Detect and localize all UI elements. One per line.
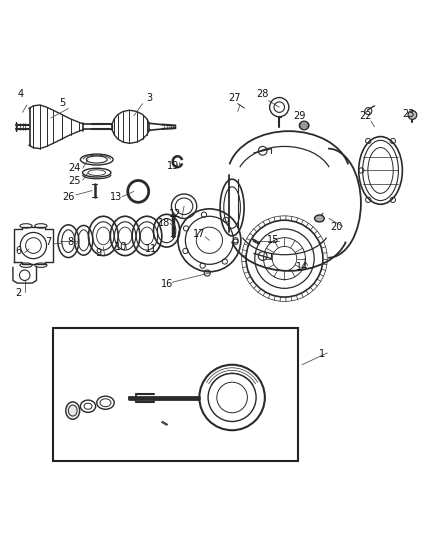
Text: 22: 22 bbox=[359, 111, 371, 121]
Text: 2: 2 bbox=[15, 288, 21, 298]
Text: 1: 1 bbox=[318, 349, 325, 359]
Ellipse shape bbox=[66, 402, 80, 419]
Text: 19: 19 bbox=[167, 161, 179, 171]
Bar bbox=[53, 328, 297, 461]
Text: 5: 5 bbox=[59, 98, 65, 108]
Text: 4: 4 bbox=[17, 89, 23, 99]
Text: 26: 26 bbox=[62, 192, 74, 201]
Text: 18: 18 bbox=[158, 218, 170, 228]
Text: 13: 13 bbox=[110, 192, 123, 201]
Ellipse shape bbox=[314, 215, 324, 222]
Text: 29: 29 bbox=[293, 111, 306, 121]
Text: 24: 24 bbox=[69, 163, 81, 173]
Text: 16: 16 bbox=[160, 279, 173, 289]
Text: 3: 3 bbox=[146, 93, 152, 103]
Text: 12: 12 bbox=[169, 209, 181, 219]
Text: 25: 25 bbox=[69, 176, 81, 187]
Text: 6: 6 bbox=[15, 246, 21, 256]
Circle shape bbox=[408, 111, 417, 119]
Text: 10: 10 bbox=[115, 242, 127, 252]
Text: 20: 20 bbox=[331, 222, 343, 232]
Ellipse shape bbox=[299, 122, 309, 130]
Text: 27: 27 bbox=[228, 93, 240, 103]
Text: 9: 9 bbox=[96, 248, 102, 259]
Text: 8: 8 bbox=[67, 238, 74, 247]
Circle shape bbox=[300, 121, 308, 130]
Text: 11: 11 bbox=[145, 244, 157, 254]
Text: 15: 15 bbox=[267, 235, 280, 245]
Text: 14: 14 bbox=[296, 262, 308, 271]
Text: 7: 7 bbox=[46, 238, 52, 247]
Text: 17: 17 bbox=[193, 229, 205, 239]
Polygon shape bbox=[14, 227, 53, 264]
Text: 23: 23 bbox=[403, 109, 415, 119]
Text: 28: 28 bbox=[257, 89, 269, 99]
